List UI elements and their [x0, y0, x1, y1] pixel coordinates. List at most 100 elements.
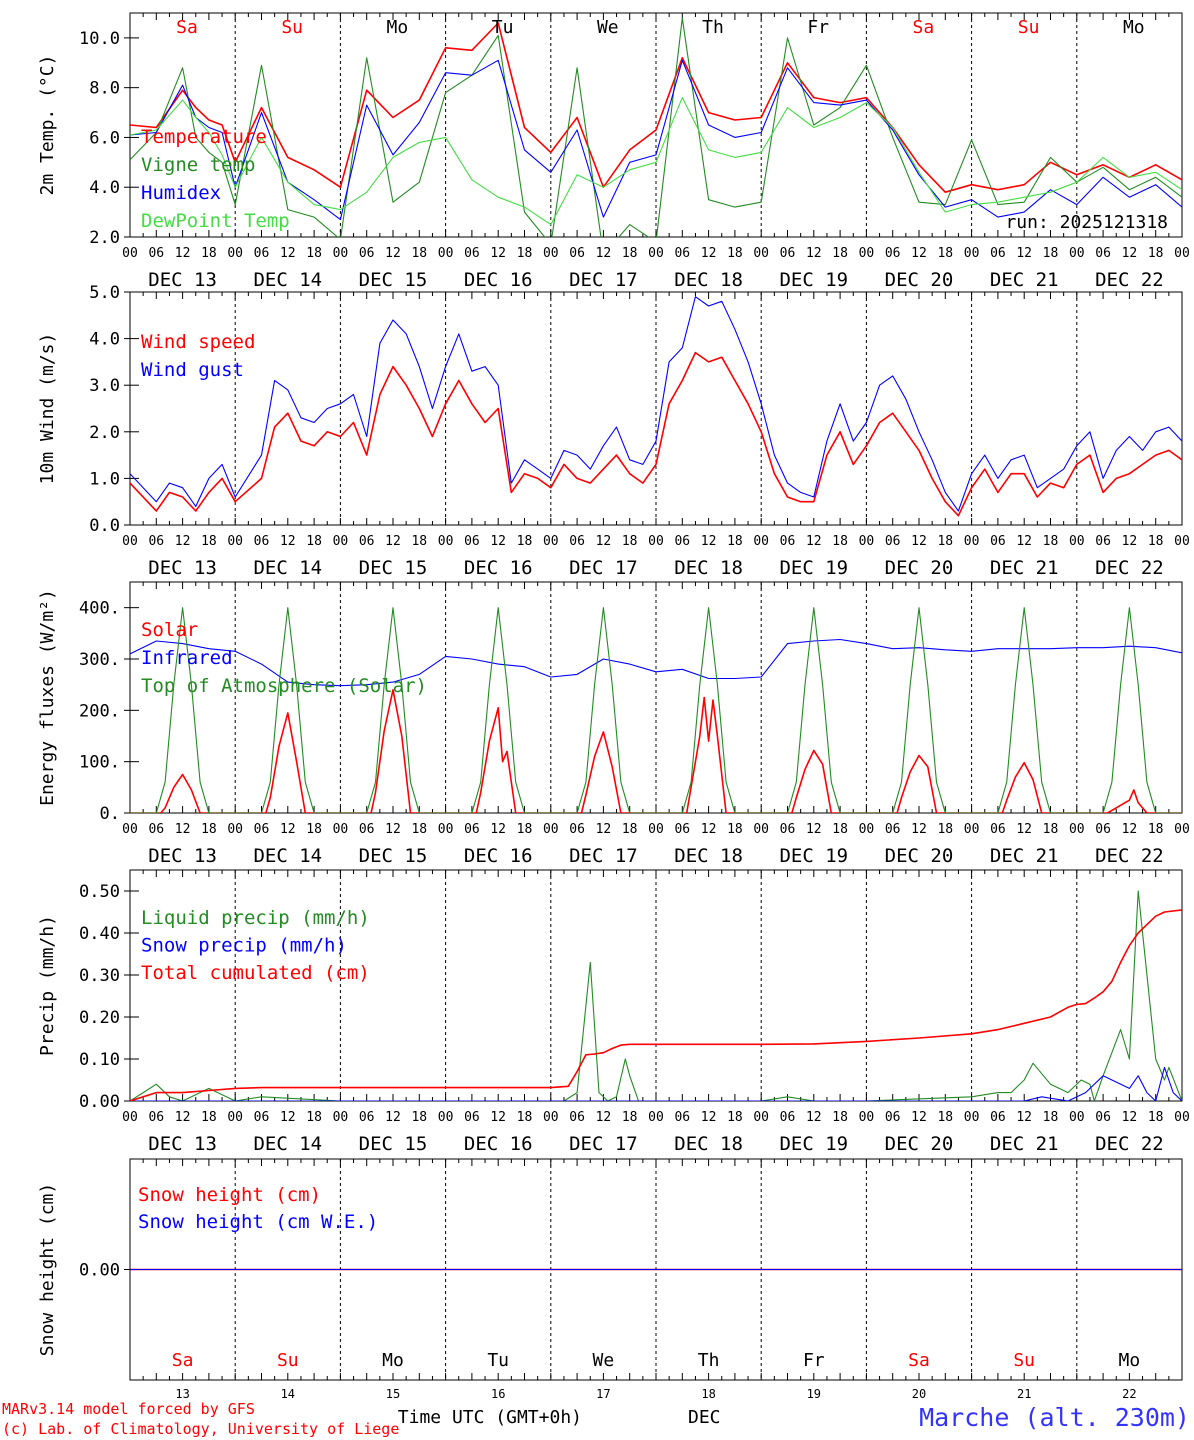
weekday-label: Su	[281, 17, 303, 38]
hour-label: 00	[333, 822, 349, 837]
hour-label: 12	[596, 822, 612, 837]
hour-label: 12	[701, 1110, 717, 1125]
panels-layer: 2.0 4.0 6.0 8.0 10.0 2m Temp. (°C) Temperature…	[37, 12, 1190, 1401]
hour-label: 12	[280, 534, 296, 549]
hour-label: 12	[1122, 1110, 1138, 1125]
hour-label: 00	[122, 246, 138, 261]
hour-label: 00	[859, 1110, 875, 1125]
hour-label: 06	[359, 822, 375, 837]
y-tick-label: 3.0	[89, 376, 120, 396]
y-axis-label: Energy fluxes (W/m²)	[37, 589, 58, 806]
y-tick-label: 200.	[79, 701, 120, 721]
legend-entry: Wind gust	[141, 359, 244, 381]
weekday-label: Su	[277, 1350, 299, 1371]
y-axis-label: 10m Wind (m/s)	[37, 333, 58, 485]
hour-label: 06	[569, 822, 585, 837]
hour-label: 12	[596, 1110, 612, 1125]
y-tick-label: 0.	[100, 804, 120, 824]
date-label: DEC 15	[359, 269, 428, 291]
weekday-label: Fr	[803, 1350, 825, 1371]
date-label: DEC 20	[885, 1133, 954, 1155]
weekday-label: Sa	[176, 17, 198, 38]
hour-label: 12	[1122, 246, 1138, 261]
panel-snow: 0.00 Snow height (cm) Snow height (cm) Snow…	[37, 1158, 1183, 1401]
hour-label: 18	[1148, 534, 1164, 549]
hour-label: 12	[911, 534, 927, 549]
hour-label: 00	[859, 822, 875, 837]
hour-label: 18	[306, 246, 322, 261]
legend-entry: Temperature	[141, 126, 267, 148]
panel-frame	[129, 12, 1183, 238]
date-label: DEC 20	[885, 557, 954, 579]
y-tick-label: 4.0	[89, 178, 120, 198]
hour-label: 06	[148, 1110, 164, 1125]
hour-label: 18	[1043, 822, 1059, 837]
hour-label: 12	[490, 1110, 506, 1125]
hour-label: 06	[464, 246, 480, 261]
hour-label: 00	[227, 1110, 243, 1125]
hour-label: 00	[1174, 534, 1190, 549]
hour-label: 18	[517, 1110, 533, 1125]
hour-label: 12	[806, 534, 822, 549]
date-label: DEC 21	[990, 845, 1059, 867]
hour-label: 12	[1016, 1110, 1032, 1125]
series-line-top-of-atmosphere-solar-	[130, 607, 1182, 813]
series-line-temperature	[130, 22, 1182, 193]
y-axis-label: Snow height (cm)	[37, 1183, 58, 1356]
hour-label: 06	[464, 1110, 480, 1125]
day-number-label: 14	[281, 1387, 295, 1401]
date-label: DEC 17	[569, 1133, 638, 1155]
date-label: DEC 16	[464, 557, 533, 579]
hour-label: 18	[832, 246, 848, 261]
weekday-label: Mo	[387, 17, 409, 38]
hour-label: 00	[1174, 1110, 1190, 1125]
hour-label: 00	[543, 534, 559, 549]
date-label: DEC 13	[148, 845, 217, 867]
date-label: DEC 14	[253, 557, 322, 579]
y-tick-label: 0.50	[79, 882, 120, 902]
hour-label: 00	[753, 822, 769, 837]
hour-label: 00	[333, 534, 349, 549]
series-line-vigne-temp	[130, 17, 1182, 237]
series-group	[130, 296, 1182, 517]
hour-label: 18	[517, 822, 533, 837]
hour-label: 18	[306, 1110, 322, 1125]
hour-label: 00	[543, 1110, 559, 1125]
date-label: DEC 13	[148, 557, 217, 579]
hour-label: 12	[1016, 534, 1032, 549]
weekday-label: Su	[1013, 1350, 1035, 1371]
hour-label: 18	[201, 1110, 217, 1125]
hour-label: 00	[1069, 1110, 1085, 1125]
date-label: DEC 13	[148, 269, 217, 291]
hour-label: 12	[490, 534, 506, 549]
hour-label: 00	[1069, 534, 1085, 549]
hour-label: 00	[122, 822, 138, 837]
hour-label: 00	[859, 534, 875, 549]
x-axis-month: DEC	[688, 1407, 721, 1428]
hour-label: 18	[832, 1110, 848, 1125]
y-tick-label: 0.00	[79, 1092, 120, 1112]
weekday-label: Tu	[487, 1350, 509, 1371]
hour-label: 06	[885, 534, 901, 549]
legend-entry: Infrared	[141, 647, 233, 669]
hour-label: 18	[201, 822, 217, 837]
hour-label: 06	[885, 246, 901, 261]
date-label: DEC 14	[253, 845, 322, 867]
hour-label: 06	[254, 246, 270, 261]
hour-label: 18	[727, 822, 743, 837]
hour-label: 00	[648, 822, 664, 837]
date-label: DEC 21	[990, 557, 1059, 579]
day-number-label: 16	[491, 1387, 505, 1401]
hour-label: 12	[596, 246, 612, 261]
hour-label: 12	[701, 246, 717, 261]
hour-label: 18	[937, 246, 953, 261]
weekday-label: We	[593, 1350, 615, 1371]
hour-label: 06	[148, 822, 164, 837]
hour-label: 18	[306, 822, 322, 837]
hour-label: 06	[569, 534, 585, 549]
hour-label: 12	[1122, 822, 1138, 837]
y-tick-label: 0.20	[79, 1008, 120, 1028]
date-label: DEC 18	[674, 557, 743, 579]
legend-entry: Snow precip (mm/h)	[141, 935, 347, 957]
day-number-label: 15	[386, 1387, 400, 1401]
